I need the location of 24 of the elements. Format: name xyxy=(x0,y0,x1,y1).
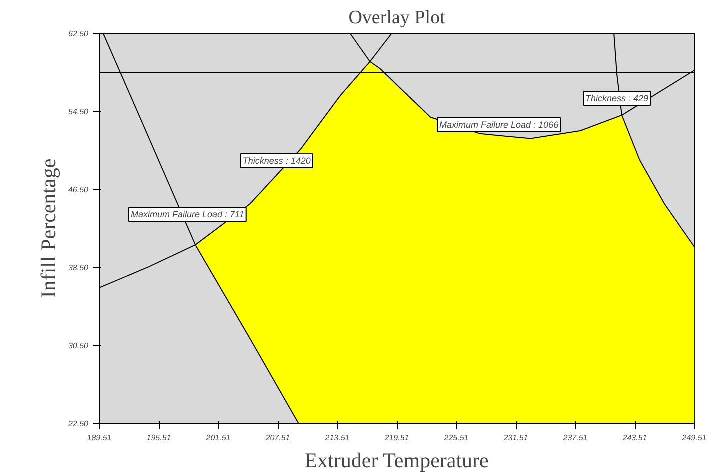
x-tick-label: 231.51 xyxy=(502,434,528,442)
x-tick-label: 249.51 xyxy=(681,434,707,442)
x-tick-label: 219.51 xyxy=(384,434,410,442)
x-tick-label: 195.51 xyxy=(146,434,172,442)
annotation: Thickness : 429 xyxy=(586,94,649,104)
x-tick-label: 207.51 xyxy=(264,434,290,442)
y-tick-label: 30.50 xyxy=(68,342,90,350)
x-axis-title: Extruder Temperature xyxy=(304,448,489,472)
y-tick-label: 62.50 xyxy=(68,30,90,38)
y-tick-label: 22.50 xyxy=(67,420,90,428)
y-tick-label: 46.50 xyxy=(68,186,90,194)
chart-title: Overlay Plot xyxy=(348,8,446,28)
annotation: Thickness : 1420 xyxy=(242,156,311,166)
annotation: Maximum Failure Load : 711 xyxy=(130,210,244,220)
y-axis-title: Infill Percentage xyxy=(36,158,60,298)
y-tick-label: 54.50 xyxy=(68,108,90,116)
x-tick-label: 213.51 xyxy=(324,434,350,442)
y-tick-label: 38.50 xyxy=(68,264,90,272)
x-tick-label: 189.51 xyxy=(87,434,112,442)
x-tick-label: 237.51 xyxy=(562,434,588,442)
x-tick-label: 243.51 xyxy=(622,434,648,442)
x-tick-label: 225.51 xyxy=(443,434,469,442)
x-tick-label: 201.51 xyxy=(205,434,231,442)
annotation: Maximum Failure Load : 1066 xyxy=(440,120,559,130)
